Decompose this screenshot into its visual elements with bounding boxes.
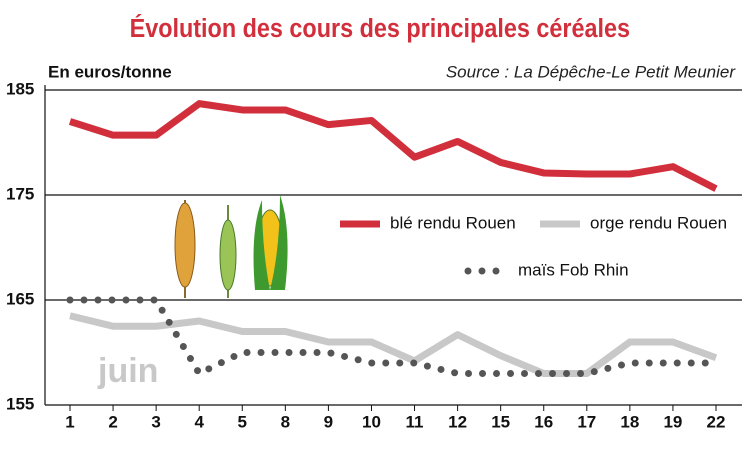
x-tick-label: 19 — [663, 412, 682, 431]
x-tick-label: 10 — [362, 412, 381, 431]
x-tick-label: 22 — [707, 412, 726, 431]
x-tick-label: 12 — [448, 412, 467, 431]
legend-label: orge rendu Rouen — [590, 213, 727, 232]
legend-label: maïs Fob Rhin — [518, 260, 629, 279]
legend-label: blé rendu Rouen — [390, 213, 516, 232]
x-tick-label: 4 — [194, 412, 204, 431]
x-tick-label: 17 — [577, 412, 596, 431]
x-tick-label: 15 — [491, 412, 510, 431]
source: Source : La Dépêche-Le Petit Meunier — [446, 62, 737, 81]
x-tick-label: 18 — [620, 412, 639, 431]
y-tick-label: 175 — [6, 184, 34, 203]
y-tick-label: 155 — [6, 394, 34, 413]
y-tick-label: 185 — [6, 79, 34, 98]
x-tick-label: 3 — [151, 412, 160, 431]
x-tick-label: 2 — [108, 412, 117, 431]
y-tick-label: 165 — [6, 289, 34, 308]
chart-title: Évolution des cours des principales céré… — [130, 14, 630, 43]
y-axis-label: En euros/tonne — [48, 62, 172, 81]
annotation: juin — [97, 352, 158, 390]
x-tick-label: 8 — [281, 412, 290, 431]
series-line — [69, 312, 718, 377]
series-line — [68, 100, 718, 192]
cereal-illustration — [174, 195, 288, 298]
x-tick-label: 9 — [324, 412, 333, 431]
x-tick-label: 5 — [238, 412, 247, 431]
series-line — [66, 296, 720, 379]
x-tick-label: 1 — [65, 412, 74, 431]
x-tick-label: 16 — [534, 412, 553, 431]
x-tick-label: 11 — [406, 412, 424, 431]
